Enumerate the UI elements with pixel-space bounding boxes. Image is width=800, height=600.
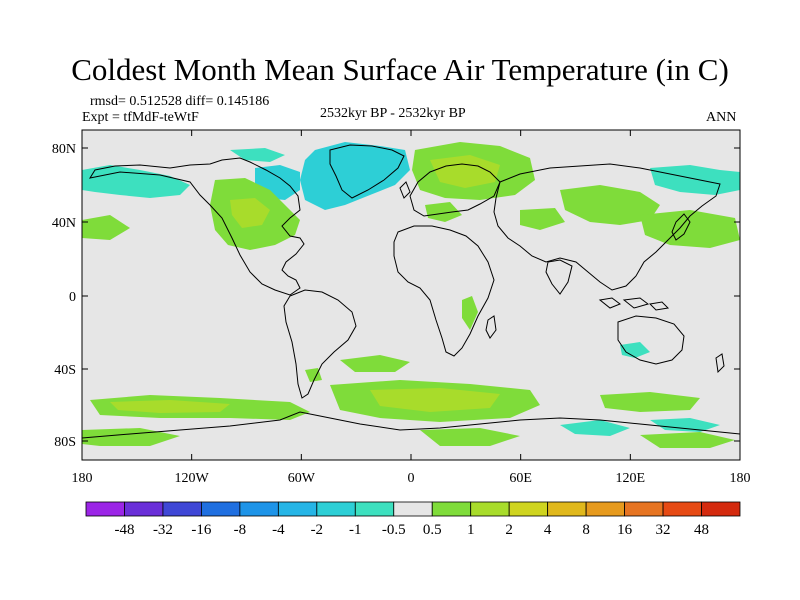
anomaly-patch-asia-green [560,185,660,225]
anomaly-patch-southern-ocean-green-3 [600,392,700,412]
anomaly-patch-southern-ocean-yellow-1 [110,400,230,413]
colorbar-swatch [624,501,664,517]
lon-tick-label: 180 [72,471,93,486]
anomaly-patch-scandinavia-yellow [430,155,500,188]
coast-madagascar [485,315,497,339]
anomaly-patch-southern-cyan-1 [560,420,630,436]
anomaly-patch-southern-ocean-yellow-2 [370,388,500,412]
colorbar-label: 8 [582,522,590,538]
colorbar: -48 -32 -16 -8 -4 -2 -1 -0.5 0.5 1 2 4 8 16 32 48 [85,501,741,538]
lat-tick-label: 0 [69,290,76,305]
colorbar-swatch [701,501,741,517]
colorbar-label: 16 [617,522,633,538]
colorbar-swatch [547,501,587,517]
colorbar-label: 0.5 [423,522,442,538]
anomaly-patch-midlat-green-1 [82,215,130,240]
longitude-axis: 180 120W 60W 0 60E 120E 180 [72,130,751,486]
coast-japan [671,213,691,241]
stats-label: rmsd= 0.512528 diff= 0.145186 [90,94,270,109]
colorbar-label: 32 [656,522,671,538]
coast-india [545,259,573,295]
season-label: ANN [706,110,737,125]
coast-indonesia [598,297,670,311]
lon-tick-label: 120E [616,471,646,486]
colorbar-label: -2 [311,522,324,538]
anomaly-patch-midlat-green-2 [520,208,565,230]
coast-africa [393,225,495,357]
colorbar-swatch [662,501,702,517]
anomaly-patch-africa-green [462,296,478,330]
anomaly-patch-pacific-green [640,210,740,248]
colorbar-swatch [585,501,625,517]
colorbar-label: 2 [505,522,513,538]
colorbar-swatch [470,501,510,517]
anomaly-patch-south-atlantic-green [340,355,410,372]
coastlines [81,144,741,439]
anomaly-patch-europe-green [425,202,462,222]
colorbar-swatch [85,501,125,517]
colorbar-swatch [201,501,241,517]
coast-antarctica [81,411,741,439]
lon-tick-label: 0 [408,471,415,486]
anomaly-patch-arctic-cyan [230,148,285,162]
colorbar-label: -32 [153,522,173,538]
lon-tick-label: 180 [730,471,751,486]
colorbar-label: 4 [544,522,552,538]
colorbar-swatch [124,501,164,517]
coast-north-america [88,157,305,296]
anomaly-patch-southern-cyan-2 [650,418,720,432]
lat-tick-label: 80N [52,142,76,157]
coast-new-zealand [715,353,725,374]
coast-australia [617,315,685,365]
coast-europe [409,163,501,217]
anomaly-patch-north-america-yellow [230,198,270,228]
experiment-label: Expt = tfMdF-teWtF [82,110,199,125]
colorbar-label: 48 [694,522,709,538]
colorbar-swatch [162,501,202,517]
colorbar-swatch [354,501,395,517]
period-label: 2532kyr BP - 2532kyr BP [320,106,466,121]
colorbar-swatch [431,501,472,517]
colorbar-swatch [393,501,433,517]
colorbar-label: -16 [191,522,211,538]
lat-tick-label: 40N [52,216,76,231]
lon-tick-label: 60W [288,471,316,486]
lat-tick-label: 80S [54,435,76,450]
anomaly-patch-southern-ocean-green-4 [82,428,180,446]
colorbar-label: -1 [349,522,362,538]
coast-uk [399,181,411,199]
anomaly-patch-southern-ocean-green-6 [640,432,735,448]
colorbar-swatch [239,501,279,517]
colorbar-swatch [508,501,549,517]
colorbar-label: 1 [467,522,475,538]
anomaly-patch-siberia-cyan [650,165,740,195]
lat-tick-label: 40S [54,363,76,378]
anomaly-patch-greenland-cyan [300,142,410,210]
coast-south-america [283,289,357,399]
colorbar-swatch [316,501,356,517]
coast-asia [493,163,721,291]
colorbar-swatch [277,501,318,517]
anomaly-patch-southern-ocean-green-5 [420,428,520,446]
coast-greenland [329,144,405,199]
lon-tick-label: 120W [175,471,210,486]
anomaly-patch-nw-pacific-cyan [82,165,190,198]
colorbar-label: -4 [272,522,285,538]
lon-tick-label: 60E [509,471,532,486]
colorbar-label: -8 [234,522,247,538]
colorbar-label: -48 [114,522,134,538]
latitude-axis: 80N 40N 0 40S 80S [52,142,740,450]
chart-title: Coldest Month Mean Surface Air Temperatu… [71,52,729,87]
colorbar-label: -0.5 [382,522,406,538]
anomaly-field [82,142,740,448]
anomaly-patch-australia-cyan [620,342,650,358]
